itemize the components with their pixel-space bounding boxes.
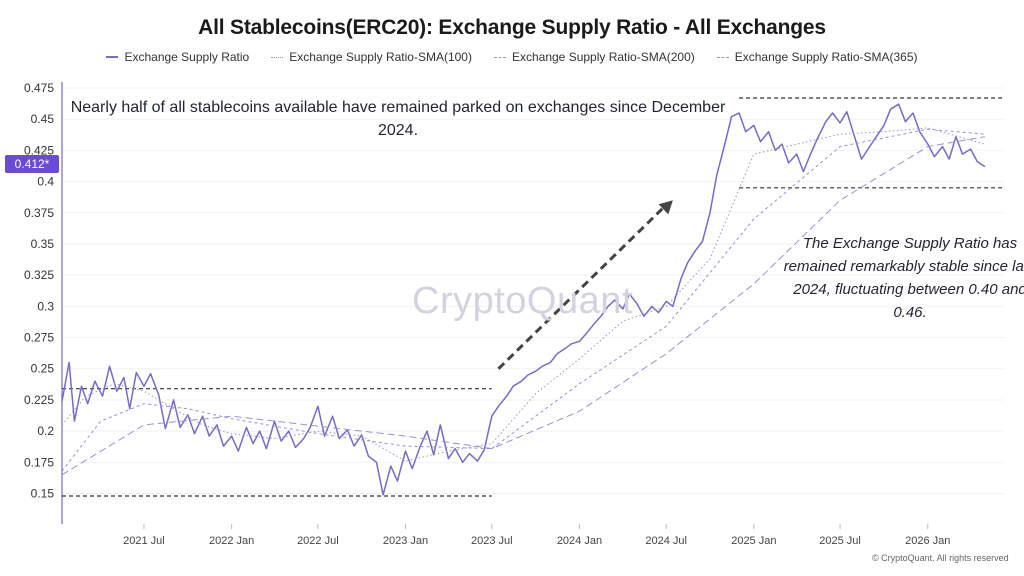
y-tick-label: 0.45	[31, 112, 55, 126]
y-tick-label: 0.275	[24, 331, 54, 345]
legend-label: Exchange Supply Ratio-SMA(100)	[289, 50, 472, 64]
series-lines	[61, 103, 986, 496]
chart-axes: 0.475 0.45 0.425 0.4 0.375 0.35 0.325 0.3 0.275 0…	[24, 81, 950, 547]
legend-item[interactable]: Exchange Supply Ratio	[106, 50, 249, 64]
legend-label: Exchange Supply Ratio	[124, 50, 250, 64]
legend: Exchange Supply Ratio Exchange Supply Rat…	[0, 50, 1024, 64]
y-tick-label: 0.175	[24, 455, 54, 469]
x-tick-label: 2024 Jan	[557, 535, 602, 547]
y-tick-label: 0.3	[37, 299, 54, 313]
annotation-right: The Exchange Supply Ratio has remained r…	[783, 235, 1024, 321]
x-tick-label: 2022 Jan	[209, 535, 254, 547]
x-tick-label: 2025 Jan	[731, 535, 776, 547]
series-line-sma-3	[61, 136, 985, 476]
x-tick-label: 2022 Jul	[297, 535, 339, 547]
y-tick-label: 0.2	[37, 424, 54, 438]
chart-title: All Stablecoins(ERC20): Exchange Supply …	[198, 16, 826, 39]
legend-item[interactable]: Exchange Supply Ratio-SMA(365)	[716, 50, 918, 64]
current-value-badge: 0.412*	[5, 155, 59, 173]
copyright-text: © CryptoQuant. All rights reserved	[872, 553, 1009, 563]
legend-item[interactable]: Exchange Supply Ratio-SMA(100)	[271, 50, 472, 64]
trend-arrow	[497, 200, 673, 370]
y-tick-label: 0.475	[24, 81, 54, 95]
y-tick-label: 0.225	[24, 393, 54, 407]
y-tick-label: 0.375	[24, 206, 54, 220]
y-tick-label: 0.4	[37, 175, 54, 189]
legend-label: Exchange Supply Ratio-SMA(365)	[734, 50, 918, 64]
x-tick-label: 2025 Jul	[819, 535, 861, 547]
trend-arrow-head	[658, 200, 673, 215]
x-tick-label: 2026 Jan	[905, 535, 950, 547]
annotation-top: Nearly half of all stablecoins available…	[70, 99, 726, 139]
series-line-sma-1	[61, 127, 986, 462]
y-tick-label: 0.325	[24, 268, 54, 282]
x-tick-label: 2023 Jan	[383, 535, 428, 547]
series-line-sma-2	[61, 128, 985, 472]
legend-swatch	[716, 56, 729, 58]
legend-swatch	[493, 56, 506, 58]
series-line-ratio	[61, 103, 986, 496]
y-tick-label: 0.35	[31, 237, 55, 251]
x-tick-label: 2023 Jul	[471, 535, 513, 547]
legend-item[interactable]: Exchange Supply Ratio-SMA(200)	[493, 50, 695, 64]
y-tick-label: 0.15	[31, 487, 55, 501]
legend-swatch	[271, 56, 284, 58]
x-tick-label: 2021 Jul	[123, 535, 165, 547]
legend-swatch	[106, 56, 119, 58]
watermark: CryptoQuant	[412, 280, 633, 322]
x-tick-label: 2024 Jul	[645, 535, 687, 547]
legend-label: Exchange Supply Ratio-SMA(200)	[511, 50, 695, 64]
y-tick-label: 0.425	[24, 143, 54, 157]
y-tick-label: 0.25	[31, 362, 55, 376]
